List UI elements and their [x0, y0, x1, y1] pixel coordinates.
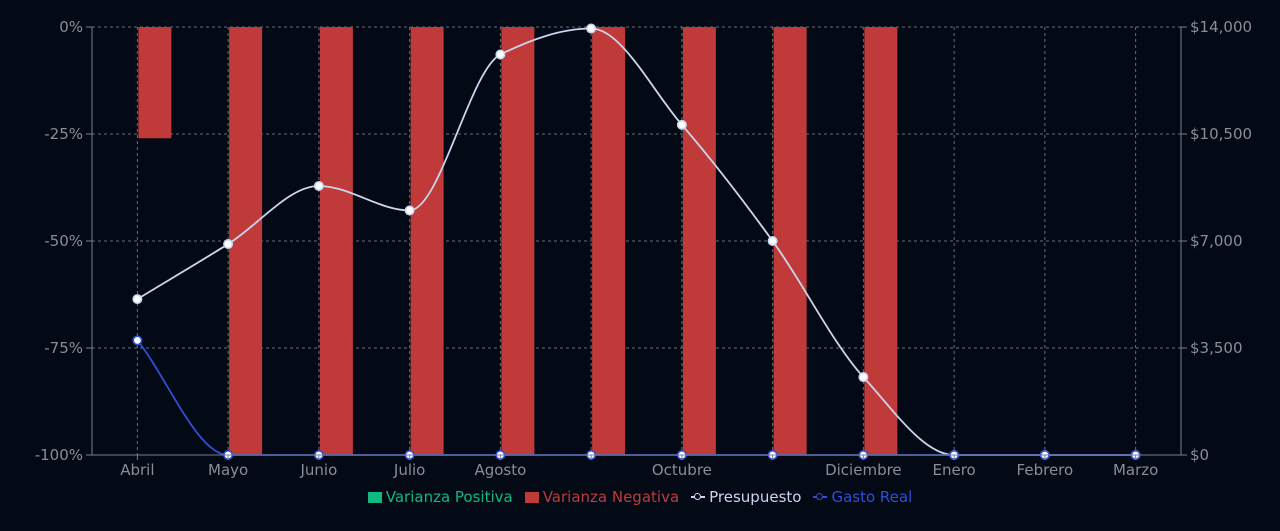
x-tick-label: Marzo — [1113, 461, 1158, 479]
bar-negative-variance — [319, 27, 353, 455]
axes: 0% -25% -50% -75% -100% $14,000 $10,500 $7,000 $… — [35, 18, 1252, 479]
line-budget — [136, 27, 1136, 456]
x-tick-label: Agosto — [474, 461, 526, 479]
bar-negative-variance — [864, 27, 898, 455]
bar-negative-variance — [229, 27, 263, 455]
point-budget — [132, 294, 143, 305]
bars — [138, 27, 898, 455]
point-budget — [586, 23, 597, 34]
bar-negative-variance — [138, 27, 172, 139]
point-budget — [495, 49, 506, 60]
bar-negative-variance — [773, 27, 807, 455]
point-budget — [767, 236, 778, 247]
legend-label-budget: Presupuesto — [709, 488, 802, 506]
legend-label-actual: Gasto Real — [831, 488, 913, 506]
legend-swatch-positive-variance — [367, 491, 382, 503]
legend-item-actual[interactable]: Gasto Real — [813, 486, 912, 508]
x-tick-label: Junio — [299, 461, 337, 479]
legend-item-negative-variance[interactable]: Varianza Negativa — [524, 486, 680, 508]
lines — [136, 27, 1136, 456]
bar-negative-variance — [410, 27, 444, 455]
legend: Varianza Positiva Varianza Negativa Pres… — [0, 486, 1280, 508]
point-budget — [223, 239, 234, 250]
legend-swatch-negative-variance — [524, 491, 539, 503]
point-budget — [404, 205, 415, 216]
right-tick-label: $10,500 — [1190, 125, 1252, 143]
left-tick-label: -50% — [44, 232, 83, 250]
right-tick-label: $14,000 — [1190, 18, 1252, 36]
right-tick-label: $0 — [1190, 446, 1209, 464]
left-tick-label: 0% — [59, 18, 83, 36]
point-budget — [858, 372, 869, 383]
bar-negative-variance — [682, 27, 716, 455]
line-actual — [136, 339, 1136, 456]
x-tick-label: Julio — [393, 461, 425, 479]
x-tick-label: Enero — [933, 461, 976, 479]
x-tick-label: Mayo — [208, 461, 248, 479]
bar-negative-variance — [592, 27, 626, 455]
chart-svg: 0% -25% -50% -75% -100% $14,000 $10,500 $7,000 $… — [35, 18, 1252, 479]
point-budget — [676, 119, 687, 130]
point-actual — [132, 335, 143, 346]
legend-label-negative-variance: Varianza Negativa — [542, 488, 680, 506]
x-tick-label: Abril — [120, 461, 154, 479]
right-tick-label: $7,000 — [1190, 232, 1243, 250]
legend-marker-actual — [813, 492, 828, 502]
point-budget — [313, 180, 324, 191]
legend-label-positive-variance: Varianza Positiva — [385, 488, 513, 506]
legend-item-budget[interactable]: Presupuesto — [691, 486, 801, 508]
legend-marker-budget — [691, 492, 706, 502]
x-tick-label: Octubre — [652, 461, 712, 479]
legend-item-positive-variance[interactable]: Varianza Positiva — [367, 486, 513, 508]
left-tick-label: -75% — [44, 339, 83, 357]
bar-negative-variance — [501, 27, 535, 455]
x-tick-label: Diciembre — [825, 461, 902, 479]
left-tick-label: -25% — [44, 125, 83, 143]
left-tick-label: -100% — [35, 446, 83, 464]
markers — [132, 23, 1141, 460]
right-tick-label: $3,500 — [1190, 339, 1243, 357]
x-tick-label: Febrero — [1017, 461, 1074, 479]
